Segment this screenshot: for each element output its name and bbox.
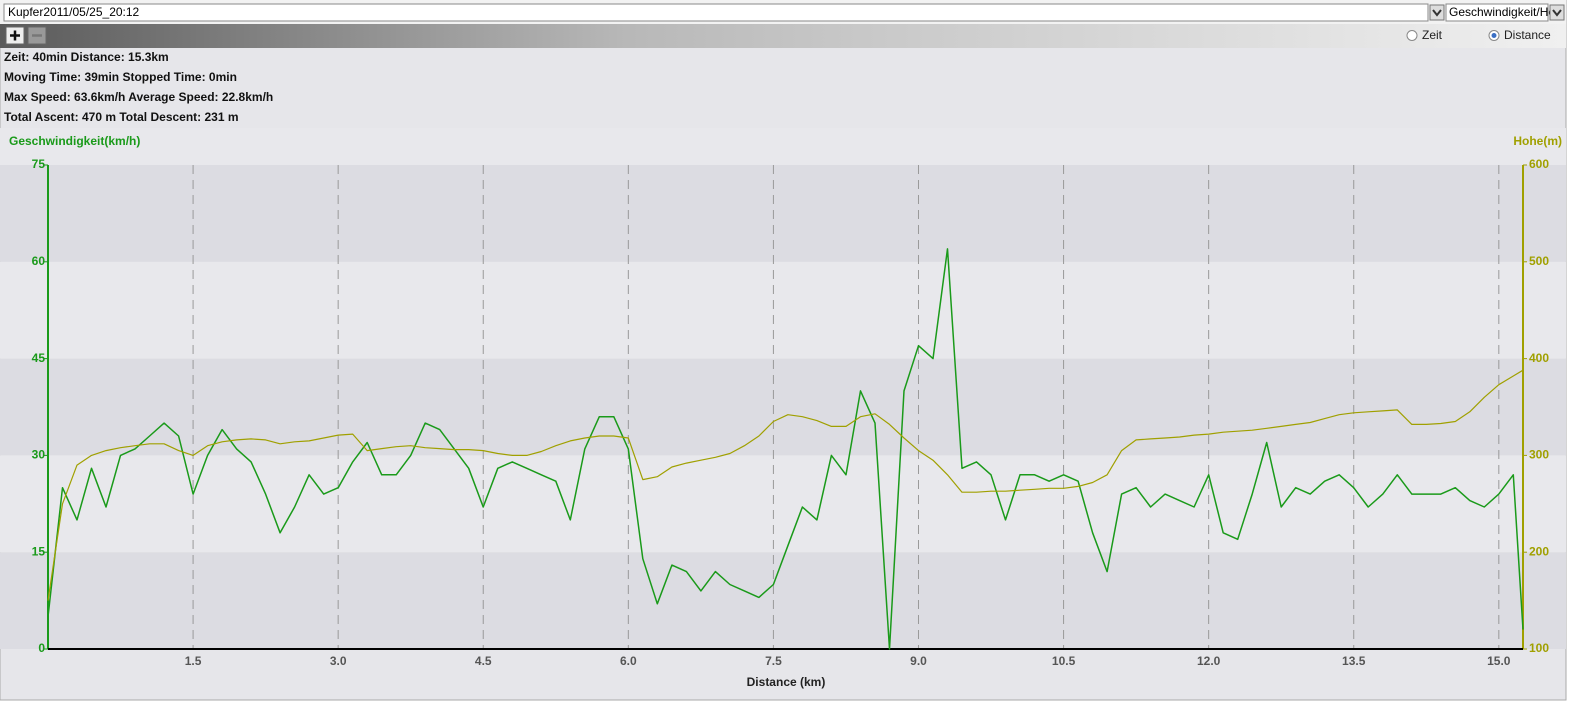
data-line	[47, 248, 1524, 650]
radio-group: Zeit Distance	[1406, 28, 1551, 42]
stat-line: Total Ascent: 470 m Total Descent: 231 m	[4, 110, 239, 124]
file-select[interactable]	[3, 3, 1429, 22]
x-tick-label: 6.0	[620, 654, 637, 668]
y2-tick-label: 600	[1529, 157, 1549, 171]
plot-band	[0, 552, 1566, 649]
y2-tick-label: 100	[1529, 641, 1549, 655]
plot: 1.5 3.0 4.5 6.0 7.5 9.0 10.5 12.0 13.5 15.0 0 15 30 4…	[0, 157, 1566, 668]
plot-band	[0, 358, 1566, 456]
y-tick-label: 30	[32, 448, 46, 462]
y2-tick-label: 200	[1529, 544, 1549, 558]
file-select-arrow[interactable]	[1429, 4, 1445, 21]
plot-band	[0, 165, 1566, 262]
y-tick-label: 45	[32, 351, 46, 365]
radio-label: Zeit	[1422, 28, 1443, 42]
y-tick-label: 75	[32, 157, 46, 171]
plus-icon	[10, 30, 20, 41]
x-tick-label: 7.5	[765, 654, 782, 668]
view-select-arrow[interactable]	[1549, 4, 1565, 21]
x-tick-label: 12.0	[1197, 654, 1221, 668]
x-tick-label: 9.0	[910, 654, 927, 668]
y2-tick-label: 400	[1529, 351, 1549, 365]
x-tick-label: 10.5	[1052, 654, 1076, 668]
radio-dot	[1491, 33, 1497, 38]
x-tick-label: 3.0	[330, 654, 347, 668]
arrow-icon	[1552, 9, 1562, 17]
stat-line: Max Speed: 63.6km/h Average Speed: 22.8k…	[4, 90, 273, 104]
x-tick-label: 15.0	[1487, 654, 1511, 668]
toolbar	[0, 24, 1566, 48]
stats: Zeit: 40min Distance: 15.3km Moving Time:…	[4, 50, 273, 124]
y-tick-label: 0	[38, 641, 45, 655]
y-tick-label: 15	[32, 544, 46, 558]
y-axis-title: Geschwindigkeit(km/h)	[9, 134, 140, 148]
radio-button[interactable]	[1406, 30, 1418, 41]
arrow-icon	[1432, 9, 1442, 17]
y-tick-label: 60	[32, 254, 46, 268]
radio-label: Distance	[1504, 28, 1551, 42]
x-tick-label: 1.5	[185, 654, 202, 668]
plot-band	[0, 455, 1566, 553]
view-select[interactable]	[1445, 3, 1549, 22]
plot-header	[0, 128, 1566, 165]
view-select-text: Geschwindigkeit/Hoh	[1449, 5, 1562, 19]
y2-tick-label: 300	[1529, 448, 1549, 462]
stat-line: Moving Time: 39min Stopped Time: 0min	[4, 70, 237, 84]
stat-line: Zeit: 40min Distance: 15.3km	[4, 50, 169, 64]
x-axis-title: Distance (km)	[747, 675, 826, 689]
y2-axis-title: Hohe(m)	[1513, 134, 1562, 148]
x-tick-label: 13.5	[1342, 654, 1366, 668]
file-select-text: Kupfer2011/05/25_20:12	[8, 5, 140, 19]
data-line	[47, 369, 1524, 601]
x-tick-label: 4.5	[475, 654, 492, 668]
y2-tick-label: 500	[1529, 254, 1549, 268]
plot-band	[0, 261, 1566, 359]
